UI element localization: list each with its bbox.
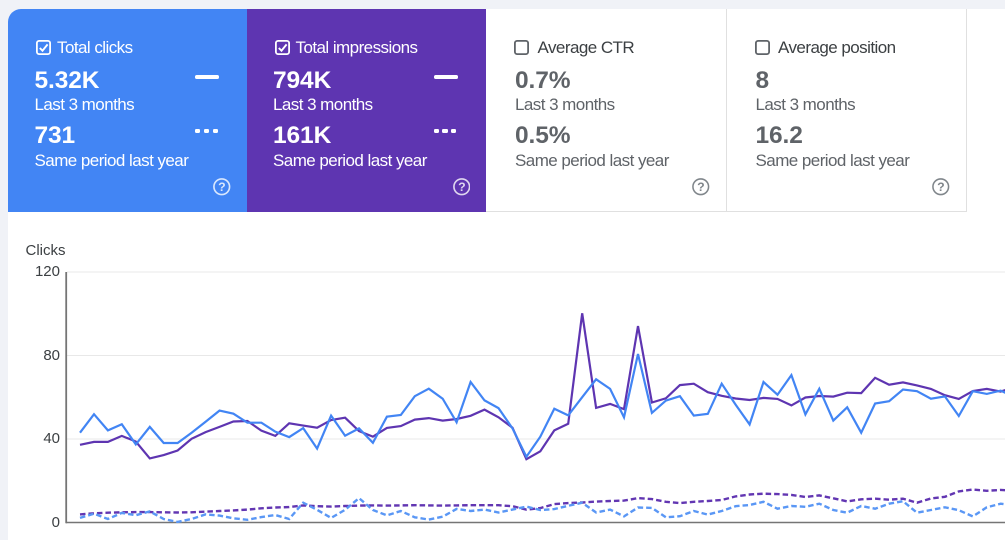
svg-text:?: ? xyxy=(218,180,226,194)
svg-text:?: ? xyxy=(458,180,466,194)
svg-text:?: ? xyxy=(697,180,705,194)
svg-text:?: ? xyxy=(937,180,945,194)
